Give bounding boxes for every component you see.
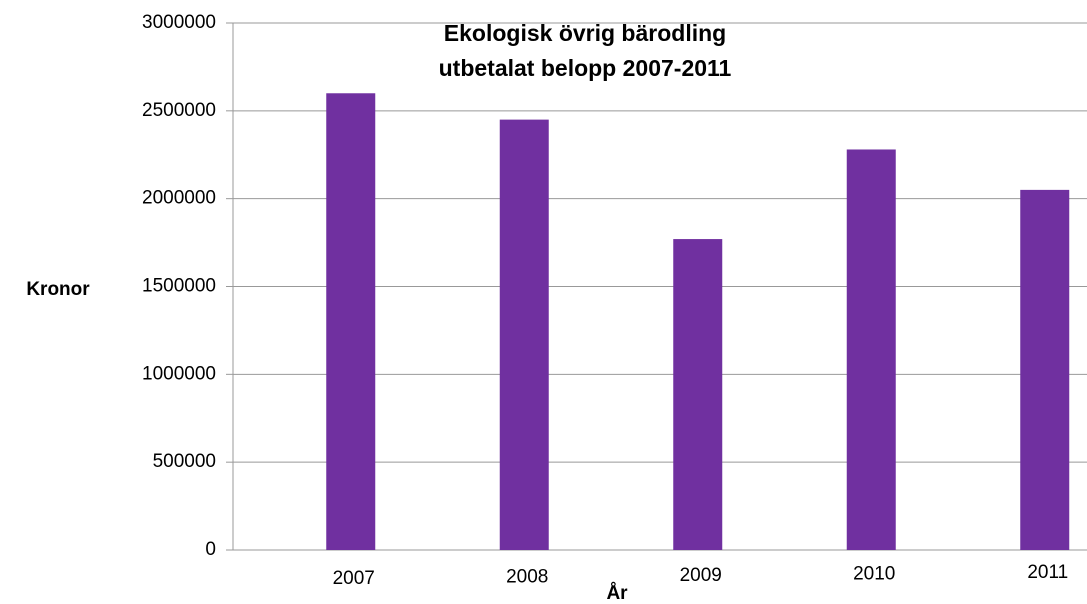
x-tick-label: 2010 (853, 564, 895, 585)
y-tick-label: 2500000 (142, 100, 216, 121)
bar (846, 149, 896, 551)
x-tick-label: 2011 (1027, 562, 1068, 583)
x-tick-label: 2008 (506, 567, 548, 588)
bar (326, 93, 376, 551)
x-axis-label: År (606, 583, 628, 604)
y-tick-label: 500000 (153, 451, 216, 472)
y-tick-label: 1000000 (142, 363, 216, 384)
chart-title: Ekologisk övrig bärodling (444, 20, 726, 46)
y-tick-label: 0 (205, 539, 216, 560)
bar (499, 119, 549, 550)
y-tick-label: 1500000 (142, 276, 216, 297)
y-axis-label: Kronor (26, 279, 90, 300)
x-tick-label: 2009 (680, 565, 722, 586)
y-tick-label: 2000000 (142, 188, 216, 209)
y-tick-label: 3000000 (142, 12, 216, 33)
chart-title: utbetalat belopp 2007-2011 (439, 55, 732, 81)
bar (673, 239, 723, 550)
x-tick-label: 2007 (333, 568, 375, 589)
bar (1020, 189, 1070, 550)
